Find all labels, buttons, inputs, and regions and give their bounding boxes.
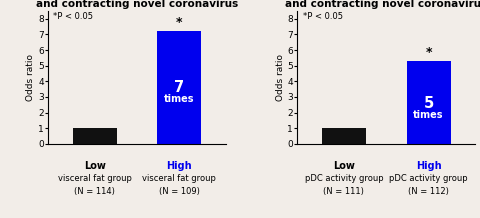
Title: Relationship between pDC activity
and contracting novel coronavirus: Relationship between pDC activity and co… [285,0,480,9]
Bar [72,128,117,144]
Bar [322,128,366,144]
Title: Relationship between visceral fat area
and contracting novel coronavirus: Relationship between visceral fat area a… [23,0,251,9]
Text: *P < 0.05: *P < 0.05 [302,12,343,21]
Text: High: High [167,160,192,170]
Text: *P < 0.05: *P < 0.05 [53,12,93,21]
Text: 5: 5 [423,96,434,111]
Text: Low: Low [333,160,355,170]
Bar [407,61,451,144]
Bar [157,31,202,144]
Text: *: * [176,16,182,29]
Text: times: times [413,110,444,120]
Text: (N = 114): (N = 114) [74,187,115,196]
Text: (N = 112): (N = 112) [408,187,449,196]
Text: *: * [425,46,432,59]
Text: 7: 7 [174,80,184,95]
Y-axis label: Odds ratio: Odds ratio [26,54,36,101]
Text: (N = 109): (N = 109) [159,187,200,196]
Text: (N = 111): (N = 111) [324,187,364,196]
Text: visceral fat group: visceral fat group [143,174,216,183]
Text: Low: Low [84,160,106,170]
Text: visceral fat group: visceral fat group [58,174,132,183]
Text: pDC activity group: pDC activity group [304,174,383,183]
Text: times: times [164,94,194,104]
Text: pDC activity group: pDC activity group [389,174,468,183]
Y-axis label: Odds ratio: Odds ratio [276,54,285,101]
Text: High: High [416,160,442,170]
